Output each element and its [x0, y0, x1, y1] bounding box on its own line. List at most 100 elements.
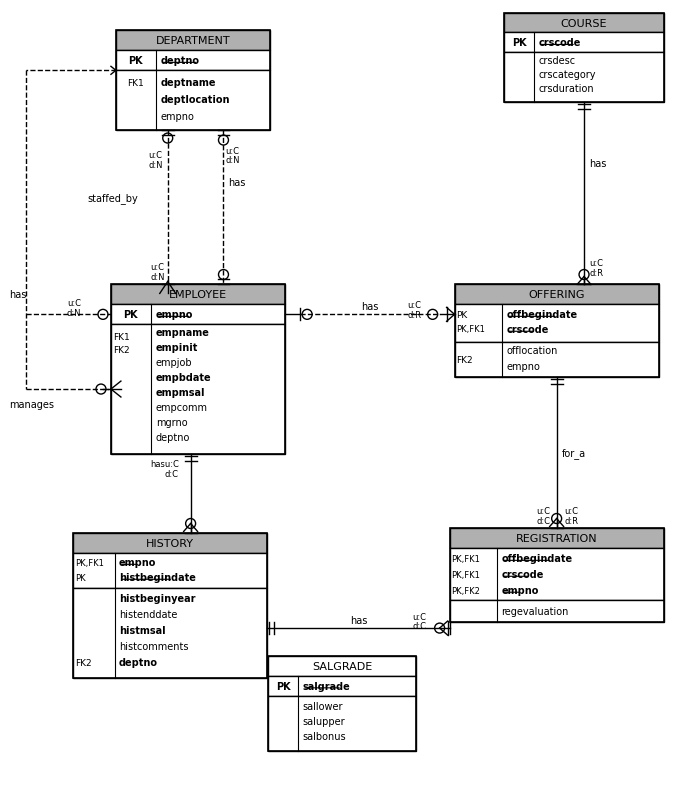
- Text: salupper: salupper: [302, 716, 345, 726]
- Bar: [450, 529, 664, 549]
- Text: d:N: d:N: [148, 161, 163, 170]
- Bar: [268, 676, 415, 696]
- Text: crscode: crscode: [502, 569, 544, 580]
- Text: REGISTRATION: REGISTRATION: [516, 534, 598, 544]
- Bar: [268, 656, 415, 676]
- Text: PK: PK: [457, 310, 468, 319]
- Bar: [450, 601, 664, 622]
- Text: PK,FK1: PK,FK1: [75, 558, 104, 567]
- Text: deptlocation: deptlocation: [161, 95, 230, 105]
- Text: d:N: d:N: [150, 273, 165, 282]
- Text: histbegindate: histbegindate: [119, 573, 196, 582]
- Text: u:C: u:C: [408, 301, 422, 310]
- Bar: [111, 305, 285, 325]
- Text: offbegindate: offbegindate: [506, 310, 578, 320]
- Text: HISTORY: HISTORY: [146, 539, 194, 549]
- Text: PK,FK1: PK,FK1: [457, 324, 486, 334]
- Text: COURSE: COURSE: [561, 18, 607, 29]
- Text: has: has: [228, 178, 246, 188]
- Text: d:R: d:R: [589, 269, 603, 277]
- Text: empinit: empinit: [156, 342, 198, 353]
- Text: manages: manages: [10, 399, 55, 410]
- Text: deptno: deptno: [119, 657, 158, 667]
- Text: histenddate: histenddate: [119, 610, 177, 619]
- Bar: [116, 51, 270, 71]
- Text: offlocation: offlocation: [506, 346, 558, 356]
- Text: PK,FK1: PK,FK1: [451, 570, 480, 579]
- Text: EMPLOYEE: EMPLOYEE: [169, 290, 227, 300]
- Text: d:R: d:R: [408, 310, 422, 319]
- Text: offbegindate: offbegindate: [502, 553, 573, 564]
- Text: empno: empno: [119, 557, 157, 568]
- Text: crsdesc: crsdesc: [538, 56, 575, 67]
- Text: empname: empname: [156, 328, 210, 338]
- Text: crscode: crscode: [538, 38, 580, 48]
- Bar: [116, 71, 270, 131]
- Text: histcomments: histcomments: [119, 642, 188, 651]
- Text: d:C: d:C: [165, 470, 179, 479]
- Text: u:C: u:C: [537, 506, 551, 516]
- Text: empno: empno: [156, 310, 193, 320]
- Bar: [73, 589, 267, 678]
- Text: empbdate: empbdate: [156, 373, 211, 383]
- Text: u:C: u:C: [67, 298, 81, 307]
- Text: hasu:C: hasu:C: [150, 460, 179, 468]
- Text: empcomm: empcomm: [156, 403, 208, 412]
- Text: crscode: crscode: [506, 325, 549, 335]
- Text: u:C: u:C: [150, 263, 165, 272]
- Text: empjob: empjob: [156, 358, 193, 367]
- Text: histmsal: histmsal: [119, 626, 166, 635]
- Text: empmsal: empmsal: [156, 387, 205, 398]
- Bar: [455, 305, 659, 342]
- Text: deptname: deptname: [161, 78, 216, 88]
- Text: u:C: u:C: [589, 259, 603, 268]
- Text: deptno: deptno: [156, 432, 190, 442]
- Text: salbonus: salbonus: [302, 731, 346, 741]
- Bar: [73, 534, 267, 678]
- Text: u:C: u:C: [226, 146, 239, 156]
- Text: salgrade: salgrade: [302, 681, 350, 691]
- Bar: [504, 14, 664, 103]
- Text: FK2: FK2: [75, 658, 92, 667]
- Text: has: has: [350, 615, 367, 626]
- Text: u:C: u:C: [564, 506, 579, 516]
- Text: PK: PK: [128, 56, 143, 67]
- Text: crsduration: crsduration: [538, 84, 594, 94]
- Text: has: has: [10, 290, 27, 300]
- Text: d:C: d:C: [537, 516, 551, 525]
- Bar: [73, 534, 267, 553]
- Bar: [111, 286, 285, 454]
- Bar: [504, 14, 664, 34]
- Text: d:N: d:N: [226, 156, 240, 165]
- Bar: [504, 54, 664, 103]
- Text: d:N: d:N: [66, 309, 81, 318]
- Text: PK: PK: [124, 310, 138, 320]
- Text: PK,FK2: PK,FK2: [451, 586, 480, 595]
- Text: has: has: [361, 302, 379, 312]
- Text: FK1: FK1: [113, 332, 130, 342]
- Text: staffed_by: staffed_by: [87, 192, 138, 204]
- Text: FK2: FK2: [113, 346, 130, 354]
- Text: mgrno: mgrno: [156, 417, 188, 427]
- Bar: [455, 342, 659, 378]
- Text: crscategory: crscategory: [538, 71, 595, 80]
- Text: PK: PK: [75, 573, 86, 582]
- Text: histbeginyear: histbeginyear: [119, 593, 195, 603]
- Bar: [450, 549, 664, 601]
- Text: d:R: d:R: [564, 516, 579, 525]
- Text: empno: empno: [502, 585, 539, 596]
- Text: SALGRADE: SALGRADE: [312, 661, 372, 671]
- Text: PK: PK: [512, 38, 526, 48]
- Text: u:C: u:C: [413, 612, 426, 621]
- Text: PK,FK1: PK,FK1: [451, 554, 480, 563]
- Text: PK: PK: [276, 681, 290, 691]
- Bar: [116, 31, 270, 131]
- Bar: [455, 286, 659, 305]
- Bar: [111, 286, 285, 305]
- Bar: [268, 656, 415, 751]
- Bar: [73, 553, 267, 589]
- Text: DEPARTMENT: DEPARTMENT: [156, 36, 230, 47]
- Text: OFFERING: OFFERING: [529, 290, 585, 300]
- Bar: [504, 34, 664, 54]
- Bar: [268, 696, 415, 751]
